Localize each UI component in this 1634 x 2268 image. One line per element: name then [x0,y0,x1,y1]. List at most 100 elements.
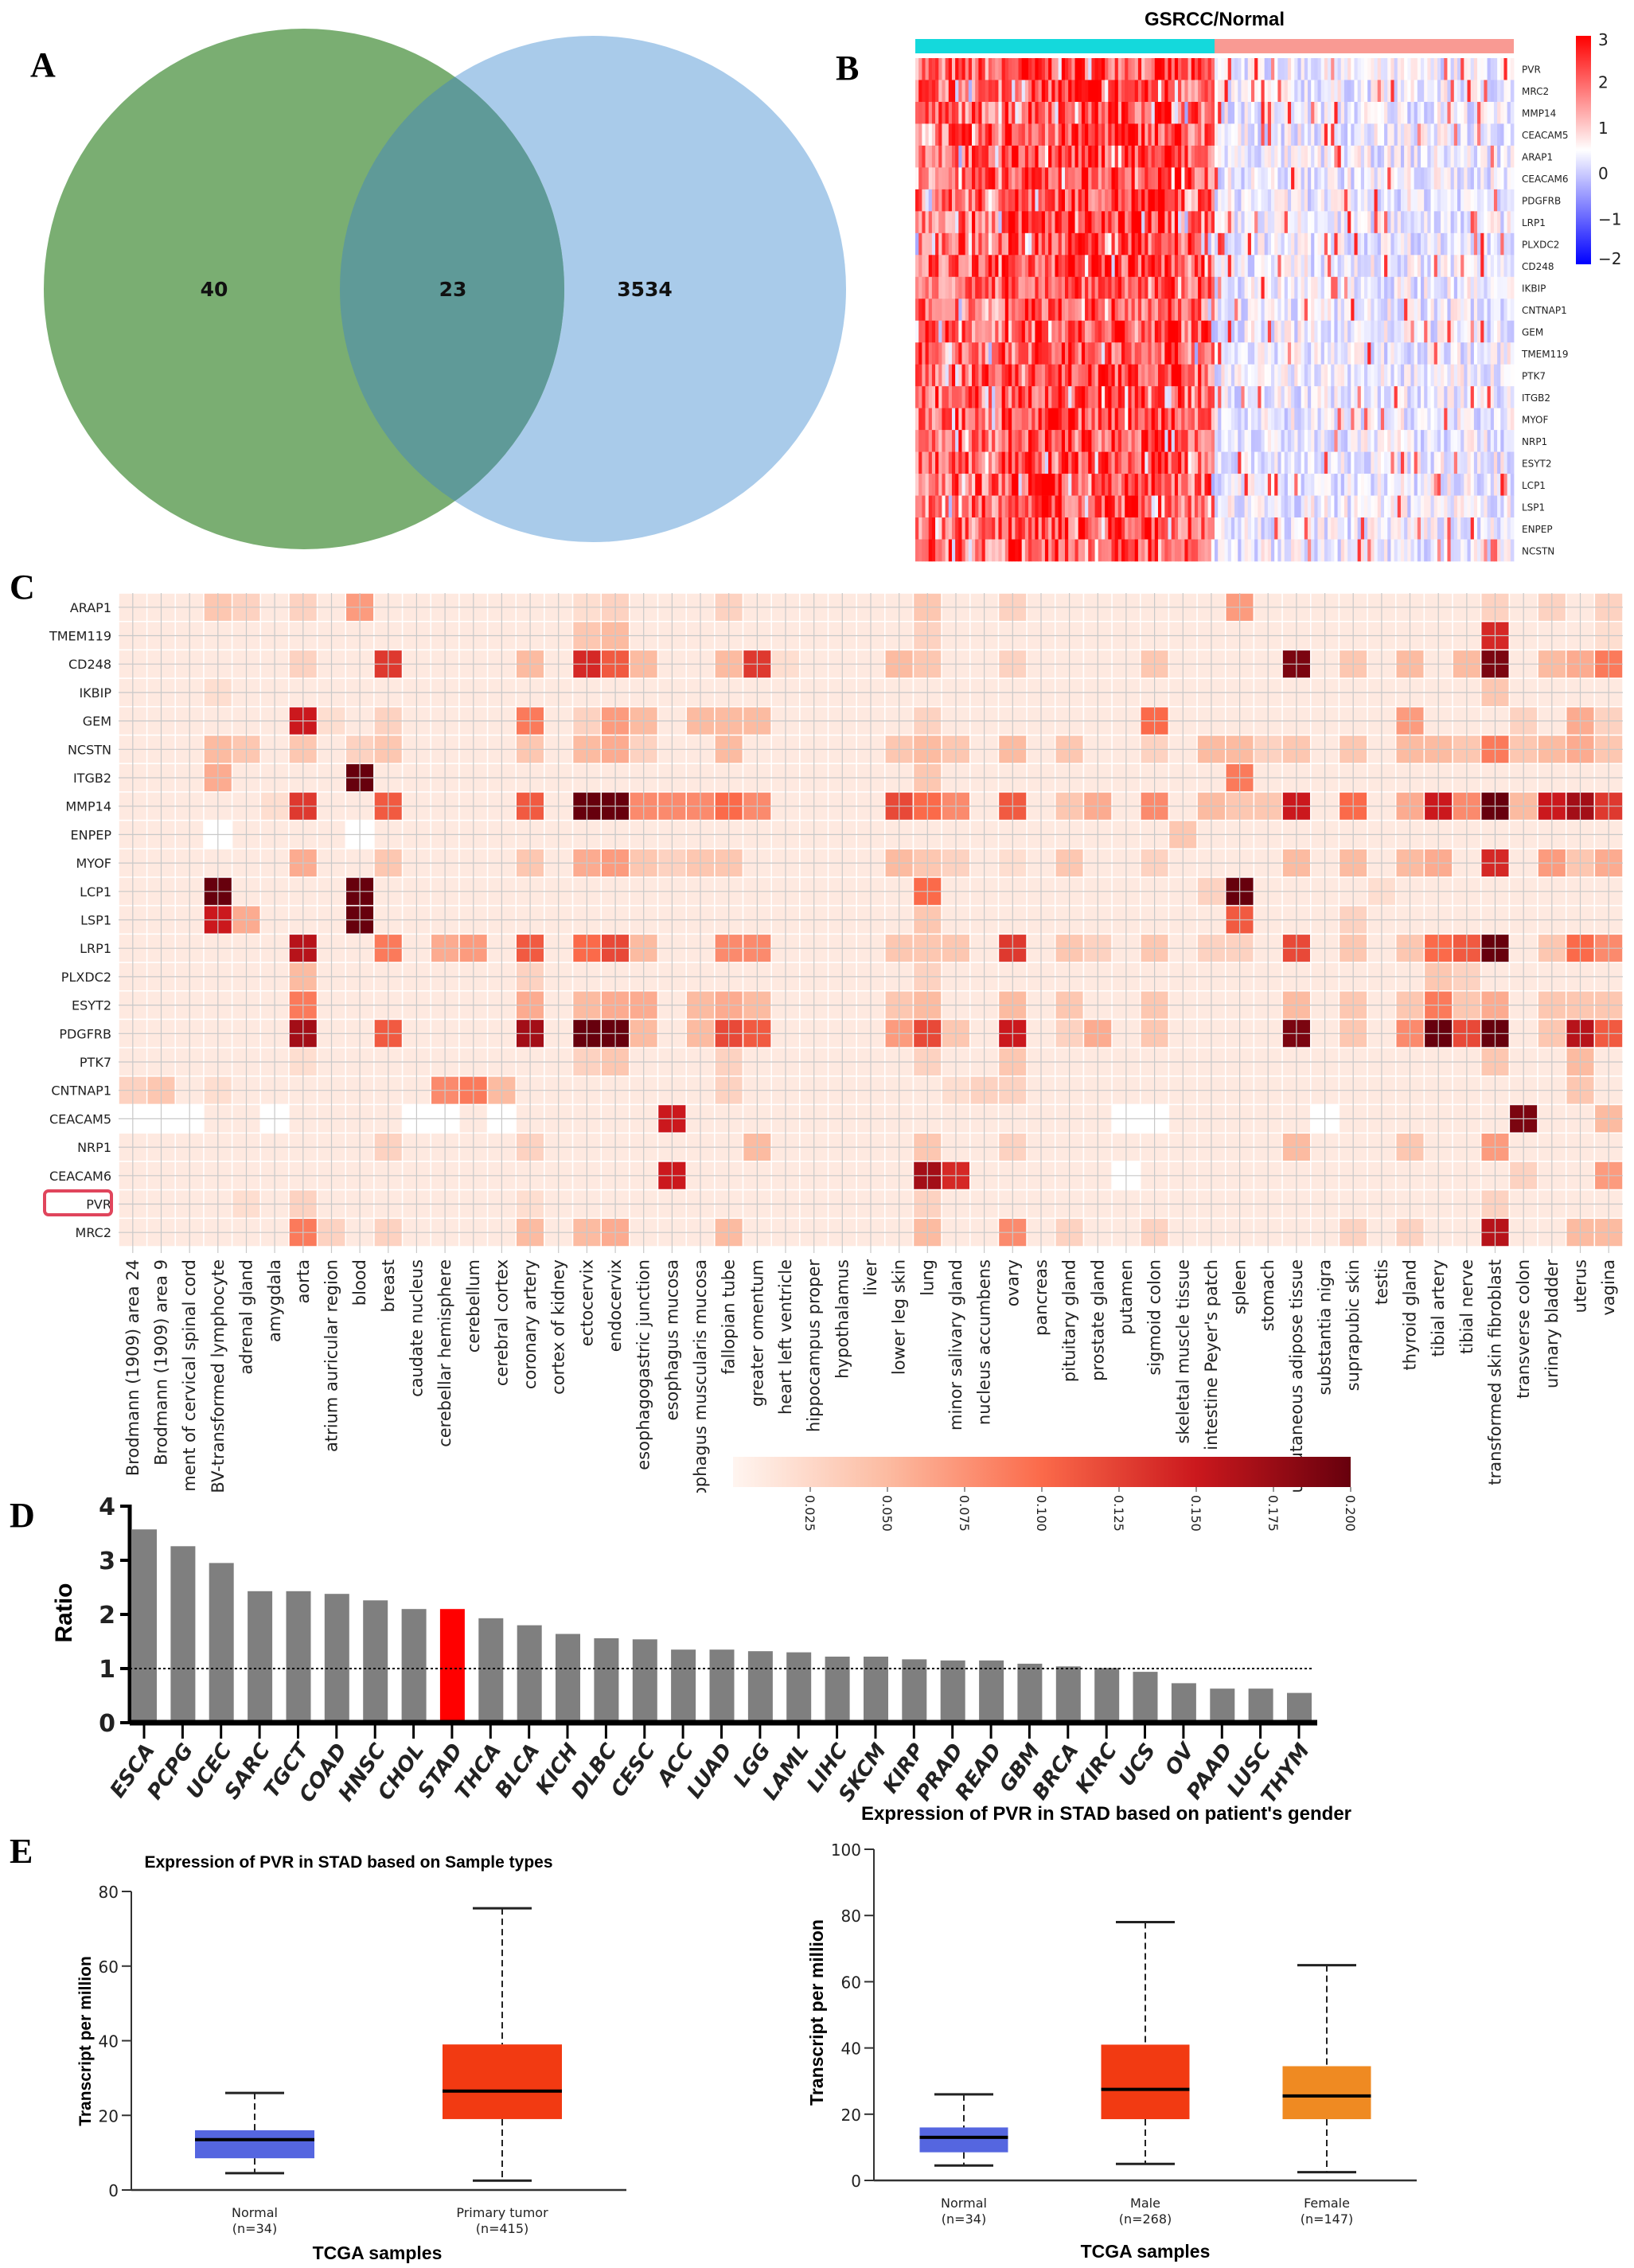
heatmap-b-cell [1387,211,1391,234]
heatmap-b-cell [1238,451,1242,474]
heatmap-b-cell [1453,145,1458,168]
heatmap-b-cell [1437,320,1441,343]
heatmap-b-cell [992,430,996,452]
heatmap-b-cell [1038,189,1043,212]
heatmap-b-cell [1267,211,1272,234]
heatmap-b-cell [1430,189,1435,212]
heatmap-b-cell [1387,167,1391,190]
heatmap-b-cell [1078,276,1082,299]
heatmap-b-cell [1450,167,1455,190]
heatmap-b-cell [985,451,989,474]
heatmap-b-cell [981,123,986,146]
heatmap-b-cell [918,386,922,408]
heatmap-b-cell [1194,123,1199,146]
heatmap-b-cell [1128,123,1132,146]
heatmap-b-cell [938,80,942,103]
heatmap-b-cell [1470,167,1475,190]
heatmap-b-cell [1304,342,1308,365]
heatmap-b-cell [1487,495,1492,518]
heatmap-b-cell [1058,299,1063,322]
heatmap-b-cell [1088,189,1092,212]
heatmap-b-cell [1493,299,1498,322]
heatmap-b-cell [1065,58,1069,80]
heatmap-b-cell [1035,189,1039,212]
heatmap-b-cell [931,167,936,190]
heatmap-b-cell [951,189,956,212]
heatmap-b-cell [1168,58,1172,80]
heatmap-b-cell [1131,320,1136,343]
heatmap-b-cell [1287,276,1292,299]
heatmap-b-cell [918,451,922,474]
heatmap-b-cell [1178,342,1182,365]
heatmap-b-cell [1131,474,1136,496]
colorbar-tick-label: −1 [1598,210,1621,229]
heatmap-b-cell [1493,342,1498,365]
heatmap-b-cell [1360,80,1365,103]
heatmap-b-cell [922,320,926,343]
heatmap-b-cell [1377,145,1382,168]
heatmap-b-cell [1337,232,1342,256]
heatmap-b-cell [1307,386,1312,408]
heatmap-b-cell [1157,517,1162,540]
heatmap-b-cell [951,408,956,431]
heatmap-b-cell [1234,101,1238,124]
heatmap-b-cell [1490,495,1495,518]
heatmap-b-cell [1304,474,1308,496]
heatmap-b-cell [1051,386,1055,408]
heatmap-b-cell [1261,364,1265,387]
heatmap-b-cell [1374,101,1379,124]
heatmap-b-cell [945,58,950,80]
heatmap-b-cell [1320,342,1325,365]
heatmap-b-cell [942,58,946,80]
heatmap-b-cell [1493,495,1498,518]
heatmap-b-cell [1194,211,1199,234]
heatmap-b-cell [1145,80,1148,103]
heatmap-b-cell [1098,430,1102,452]
heatmap-b-cell [1194,408,1199,431]
heatmap-b-cell [1277,80,1281,103]
heatmap-b-cell [1015,276,1019,299]
heatmap-b-cell [942,342,946,365]
heatmap-b-cell [951,167,956,190]
heatmap-b-cell [1134,232,1139,256]
heatmap-b-cell [1291,189,1295,212]
heatmap-b-cell [1074,276,1079,299]
heatmap-b-cell [1081,517,1086,540]
heatmap-b-cell [1004,255,1009,278]
heatmap-b-cell [1500,430,1504,452]
heatmap-b-cell [1497,101,1501,124]
heatmap-b-cell [1151,474,1156,496]
heatmap-b-cell [1218,123,1222,146]
heatmap-b-cell [938,189,942,212]
heatmap-b-cell [1048,408,1052,431]
heatmap-b-cell [1291,167,1295,190]
heatmap-b-cell [1065,211,1069,234]
heatmap-b-cell [1397,517,1402,540]
heatmap-b-cell [1121,430,1125,452]
heatmap-b-cell [981,255,986,278]
heatmap-b-cell [1337,101,1342,124]
heatmap-b-cell [1088,145,1092,168]
heatmap-b-cell [1351,232,1355,256]
heatmap-b-cell [1377,58,1382,80]
heatmap-b-cell [1284,430,1289,452]
heatmap-b-cell [1008,276,1012,299]
heatmap-b-cell [1354,123,1359,146]
heatmap-b-cell [1500,539,1504,562]
heatmap-b-cell [1088,364,1092,387]
heatmap-b-cell [1141,123,1145,146]
heatmap-b-cell [1503,255,1508,278]
heatmap-b-cell [1164,430,1168,452]
heatmap-b-cell [992,123,996,146]
heatmap-b-cell [1374,211,1379,234]
heatmap-b-cell [1051,145,1055,168]
heatmap-b-cell [1357,386,1362,408]
heatmap-b-cell [1108,517,1112,540]
heatmap-b-cell [1178,451,1182,474]
heatmap-b-cell [1191,430,1195,452]
heatmap-b-cell [1198,364,1202,387]
heatmap-b-cell [1204,232,1209,256]
heatmap-b-cell [1141,58,1145,80]
heatmap-b-cell [948,408,953,431]
heatmap-b-cell [1477,276,1481,299]
